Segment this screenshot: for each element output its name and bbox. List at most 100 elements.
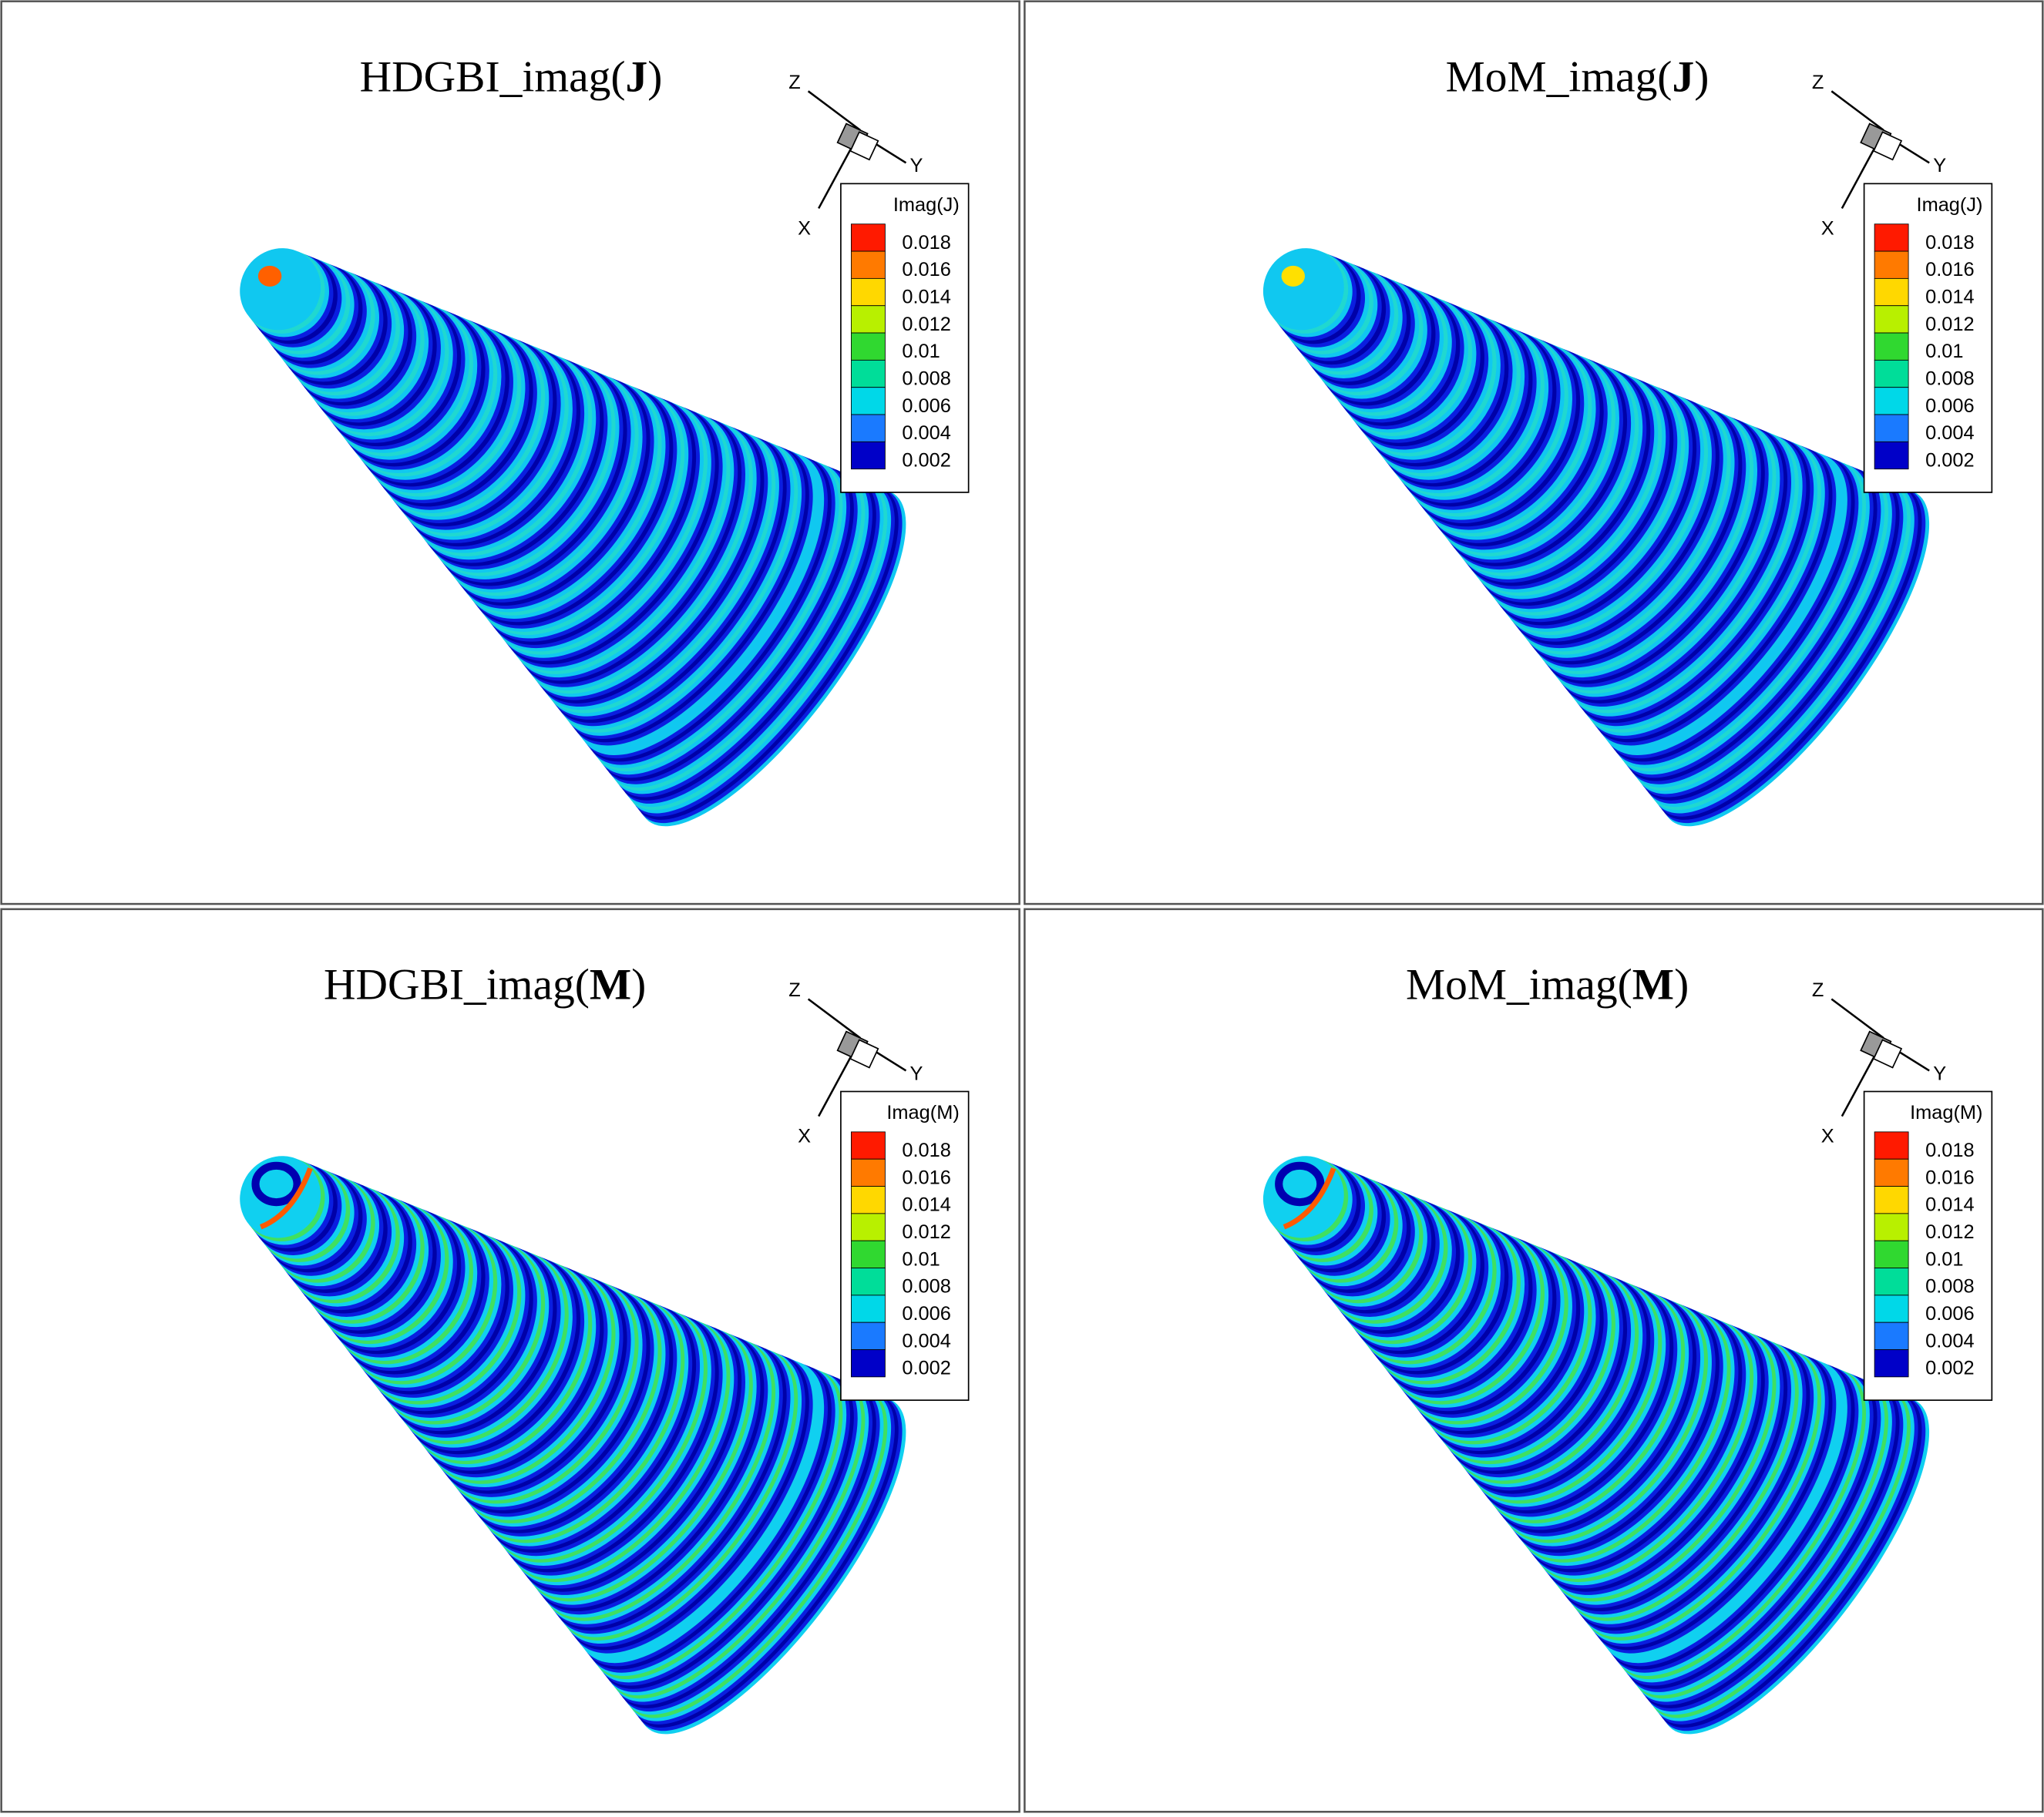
panel: HDGBI_imag(M) Z Y X Imag(M) 0.018 0.016 0.014 0.… xyxy=(0,908,1020,1813)
title-text: MoM_imag( xyxy=(1446,52,1673,101)
legend-swatch xyxy=(851,277,886,307)
title-text: HDGBI_imag( xyxy=(360,52,626,101)
legend-label: 0.012 xyxy=(1925,314,1974,335)
legend-swatch xyxy=(851,414,886,442)
axis-label: X xyxy=(1821,217,1834,239)
title-text: MoM_imag( xyxy=(1406,960,1632,1009)
triad-box xyxy=(849,131,879,161)
tip-hot xyxy=(1283,1167,1336,1230)
legend-swatch xyxy=(1874,1268,1909,1296)
axis-label: Z xyxy=(1812,979,1824,1001)
panel: MoM_imag(J) Z Y X Imag(J) 0.018 0.016 0.014 0.01… xyxy=(1024,0,2044,905)
tip-spot xyxy=(257,265,282,287)
legend-label: 0.008 xyxy=(902,368,950,389)
axis-triad: Z Y X xyxy=(788,72,923,239)
axis-label: Z xyxy=(788,979,801,1001)
legend-swatch xyxy=(1874,250,1909,279)
axis-label: Y xyxy=(1933,155,1946,176)
legend-swatch xyxy=(851,441,886,470)
title-bold: M xyxy=(590,960,631,1009)
legend-swatch xyxy=(1874,387,1909,415)
legend-label: 0.012 xyxy=(1925,1221,1974,1243)
legend-label: 0.008 xyxy=(902,1276,950,1298)
legend-label: 0.004 xyxy=(902,422,950,444)
legend-swatch xyxy=(1874,441,1909,470)
axis-x xyxy=(818,1050,855,1117)
legend-label: 0.012 xyxy=(902,1221,950,1243)
legend-swatch xyxy=(851,1186,886,1214)
legend-label: 0.016 xyxy=(1925,1167,1974,1188)
triad-box xyxy=(849,1039,879,1069)
legend-swatch xyxy=(851,305,886,334)
panel: MoM_imag(M) Z Y X Imag(M) 0.018 0.016 0.014 0.01… xyxy=(1024,908,2044,1813)
tip-ring xyxy=(1275,1161,1325,1207)
tip-hot xyxy=(259,1167,313,1230)
panel-title: HDGBI_imag(M) xyxy=(324,960,646,1009)
legend-swatch xyxy=(851,359,886,388)
legend-label: 0.014 xyxy=(1925,1194,1974,1216)
axis-label: X xyxy=(798,217,811,239)
panel-title: MoM_imag(J) xyxy=(1446,52,1709,101)
axis-label: Z xyxy=(788,72,801,93)
legend-swatch xyxy=(851,1322,886,1350)
triad-box xyxy=(1872,1039,1903,1069)
axis-label: Z xyxy=(1812,72,1824,93)
legend-label: 0.016 xyxy=(902,259,950,280)
legend-label: 0.01 xyxy=(1925,1248,1963,1270)
legend: Imag(J) 0.018 0.016 0.014 0.012 0.01 0.008 0.00… xyxy=(1863,183,1993,493)
legend-label: 0.014 xyxy=(902,1194,950,1216)
cone-band xyxy=(1262,248,1344,331)
legend-swatch xyxy=(851,1213,886,1241)
legend-swatch xyxy=(1874,223,1909,252)
legend-label: 0.014 xyxy=(1925,287,1974,308)
cone-surface xyxy=(1262,1156,1930,1735)
legend-label: 0.01 xyxy=(1925,341,1963,362)
legend-label: 0.004 xyxy=(1925,1330,1974,1352)
axis-z xyxy=(1831,998,1884,1039)
title-bold: M xyxy=(1632,960,1674,1009)
axis-z xyxy=(807,998,862,1039)
legend-swatch xyxy=(1874,414,1909,442)
title-text: ) xyxy=(1674,960,1689,1009)
legend-label: 0.004 xyxy=(1925,422,1974,444)
axis-triad: Z Y X xyxy=(1812,72,1946,239)
legend-label: 0.002 xyxy=(902,1358,950,1379)
title-text: ) xyxy=(1694,52,1709,101)
panel-title: HDGBI_imag(J) xyxy=(360,52,663,101)
legend-swatch xyxy=(851,332,886,361)
legend-swatch xyxy=(1874,1158,1909,1187)
legend: Imag(M) 0.018 0.016 0.014 0.012 0.01 0.008 0.00… xyxy=(1863,1090,1993,1401)
title-text: HDGBI_imag( xyxy=(324,960,590,1009)
axis-label: Y xyxy=(910,155,923,176)
cone-band xyxy=(240,248,321,331)
legend-swatch xyxy=(851,1240,886,1268)
legend-swatch xyxy=(1874,359,1909,388)
legend-label: 0.016 xyxy=(902,1167,950,1188)
panel-title: MoM_imag(M) xyxy=(1406,960,1689,1009)
cone-surface xyxy=(1262,248,1930,827)
legend-label: 0.002 xyxy=(1925,1358,1974,1379)
legend-swatch xyxy=(851,223,886,252)
legend-label: 0.014 xyxy=(902,287,950,308)
legend-swatch xyxy=(1874,332,1909,361)
legend-label: 0.01 xyxy=(902,1248,940,1270)
legend-label: 0.006 xyxy=(1925,395,1974,417)
legend: Imag(M) 0.018 0.016 0.014 0.012 0.01 0.008 0.00… xyxy=(840,1090,970,1401)
legend-label: 0.006 xyxy=(902,1303,950,1325)
legend-label: 0.006 xyxy=(902,395,950,417)
axis-x xyxy=(818,143,855,210)
legend-label: 0.008 xyxy=(1925,1276,1974,1298)
axis-x xyxy=(1841,143,1878,210)
cone-surface xyxy=(240,248,906,827)
legend-label: 0.018 xyxy=(902,232,950,254)
legend-swatch xyxy=(1874,1295,1909,1323)
legend-swatch xyxy=(1874,305,1909,334)
triad-box xyxy=(1872,131,1903,161)
axis-z xyxy=(807,90,862,132)
legend: Imag(J) 0.018 0.016 0.014 0.012 0.01 0.008 0.00… xyxy=(840,183,970,493)
title-text: ) xyxy=(631,960,646,1009)
cone-surface xyxy=(240,1156,906,1735)
legend-label: 0.018 xyxy=(1925,1140,1974,1161)
